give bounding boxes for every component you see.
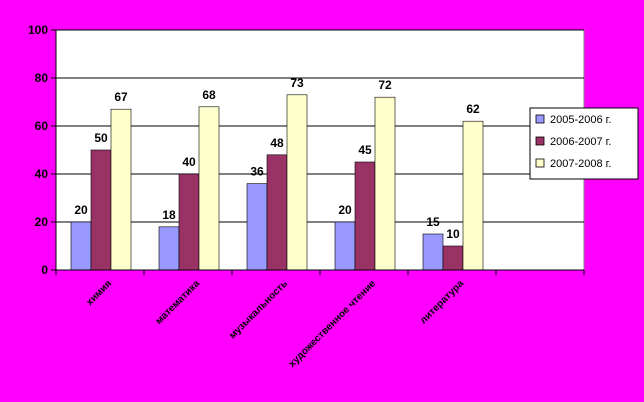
- bar: [90, 149, 112, 271]
- legend-label: 2007-2008 г.: [550, 158, 611, 170]
- bar: [462, 120, 484, 271]
- bar: [198, 106, 220, 271]
- bar: [158, 226, 180, 271]
- data-label: 20: [338, 203, 352, 217]
- legend: 2005-2006 г. 2006-2007 г. 2007-2008 г.: [529, 107, 639, 180]
- bar: [422, 233, 444, 271]
- bar: [266, 154, 288, 271]
- data-label: 20: [74, 203, 88, 217]
- data-label: 72: [378, 78, 392, 92]
- x-category-label: художественное чтение: [287, 278, 379, 370]
- x-category-label: музыкальность: [227, 278, 290, 341]
- data-label: 68: [202, 88, 216, 102]
- data-label: 45: [358, 143, 372, 157]
- plot-area: [55, 29, 585, 271]
- data-label: 40: [182, 155, 196, 169]
- y-tick-label: 100: [28, 23, 48, 37]
- gridlines: [56, 29, 584, 223]
- y-tick-label: 40: [35, 167, 49, 181]
- legend-label: 2005-2006 г.: [550, 114, 611, 126]
- data-label: 36: [250, 165, 264, 179]
- y-tick-label: 60: [35, 119, 49, 133]
- x-category-label: химия: [84, 278, 114, 308]
- data-label: 48: [270, 136, 284, 150]
- legend-label: 2006-2007 г.: [550, 136, 611, 148]
- bar: [374, 96, 396, 271]
- data-label: 15: [426, 215, 440, 229]
- data-labels: 20 50 67 18 40 68 36 48 73 20 45 72 15 10 62: [74, 76, 480, 241]
- bar: [110, 108, 132, 271]
- y-tick-label: 80: [35, 71, 49, 85]
- data-label: 18: [162, 208, 176, 222]
- data-label: 62: [466, 102, 480, 116]
- x-category-label: математика: [154, 278, 203, 327]
- bar: [354, 161, 376, 271]
- x-category-label: литература: [418, 278, 466, 326]
- bar: [286, 94, 308, 271]
- y-tick-label: 0: [41, 263, 48, 277]
- bar: [442, 245, 464, 271]
- legend-swatch: [535, 136, 545, 146]
- y-tick-label: 20: [35, 215, 49, 229]
- data-label: 73: [290, 76, 304, 90]
- bar: [246, 183, 268, 271]
- bar: [70, 221, 92, 271]
- bar: [334, 221, 356, 271]
- bar: [178, 173, 200, 271]
- legend-swatch: [535, 158, 545, 168]
- legend-box: [529, 107, 639, 180]
- legend-swatch: [535, 114, 545, 124]
- data-label: 50: [94, 131, 108, 145]
- data-label: 67: [114, 90, 128, 104]
- data-label: 10: [446, 227, 460, 241]
